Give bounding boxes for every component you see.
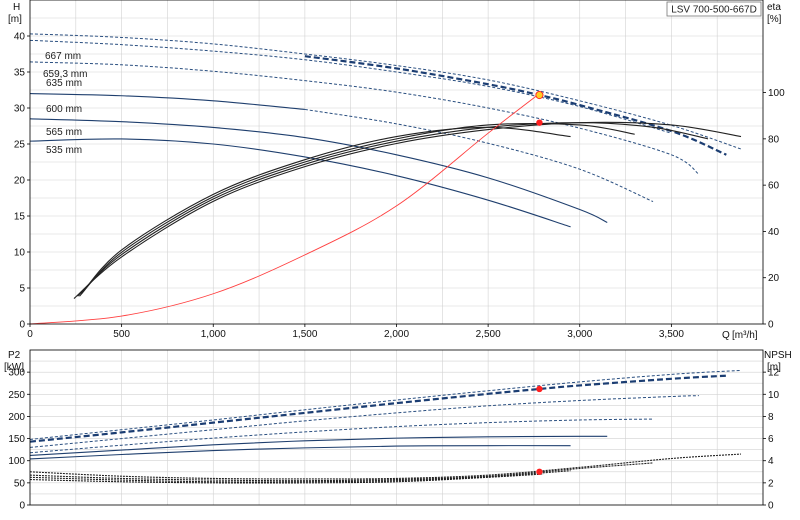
x-tick-label: 3,500 [659,329,684,340]
head-curve-solid-part [29,93,305,110]
curve-label-535: 535 mm [46,145,82,156]
x-tick-label: 0 [27,329,33,340]
npsh-curve [29,462,654,482]
power-curve [29,435,608,456]
x-tick-label: 500 [113,329,130,340]
head-tick-label: 10 [14,248,26,259]
power-tick-label: 200 [8,412,25,423]
eta-tick-label: 40 [768,227,780,238]
x-tick-label: 2,500 [476,329,501,340]
bottom-panel-frame [29,349,764,506]
top-panel-ticks: 0 500 1,000 1,500 2,000 2,500 3,000 3,500 0 5 10 15… [14,32,785,341]
head-axis-title: H [13,2,20,13]
head-curve-dashed-part [304,108,654,203]
npsh-tick-label: 0 [768,501,774,512]
power-tick-label: 250 [8,390,25,401]
eta-axis-title: eta [767,2,781,13]
power-tick-label: 150 [8,434,25,445]
x-tick-label: 1,000 [201,329,226,340]
npsh-point-marker [536,468,543,475]
head-tick-label: 20 [14,176,26,187]
eta-tick-label: 100 [768,88,785,99]
bottom-panel-curves [29,369,742,484]
eta-tick-label: 60 [768,181,780,192]
power-curve [29,445,571,460]
head-tick-label: 5 [19,284,25,295]
power-point-marker [536,385,543,393]
head-curve [29,39,672,134]
power-tick-label: 50 [14,478,26,489]
power-tick-label: 0 [19,501,25,512]
flow-axis-title: Q [722,330,730,341]
npsh-tick-label: 2 [768,478,774,489]
model-label: LSV 700-500-667D [671,5,757,16]
bottom-plot-frame [29,349,764,506]
top-panel-curves [29,33,742,325]
head-tick-label: 30 [14,104,26,115]
curve-label-635: 635 mm [46,78,82,89]
head-curve [29,33,742,150]
npsh-tick-label: 6 [768,434,774,445]
eta-tick-label: 0 [768,320,774,331]
curve-label-659: 659,3 mm [43,69,87,80]
flow-axis-unit: [m³/h] [732,330,758,341]
head-curve [29,138,571,228]
x-tick-label: 1,500 [292,329,317,340]
npsh-tick-label: 4 [768,456,774,467]
top-panel-grid [29,0,764,325]
curve-label-565: 565 mm [46,127,82,138]
head-tick-label: 40 [14,32,26,43]
system-curve [29,93,540,325]
power-tick-label: 300 [8,368,25,379]
npsh-axis-title: NPSH [764,350,792,361]
head-axis-unit: [m] [8,14,22,25]
x-tick-label: 3,000 [567,329,592,340]
head-curve [29,118,608,223]
power-axis-title: P2 [8,350,21,361]
model-label-box [666,1,762,17]
npsh-tick-label: 8 [768,412,774,423]
bottom-panel-ticks: 0 50 100 150 200 250 300 0 2 4 6 8 10 12 [8,368,779,512]
head-tick-label: 35 [14,68,26,79]
eta-tick-label: 20 [768,273,780,284]
operating-point-marker [535,90,544,100]
x-tick-label: 2,000 [384,329,409,340]
efficiency-curve [77,122,709,297]
operating-point-markers [535,90,544,475]
efficiency-curve [79,122,635,297]
power-curve [29,418,654,454]
npsh-tick-label: 12 [768,368,780,379]
head-tick-label: 0 [19,320,25,331]
power-curve [29,369,742,440]
npsh-curve [29,453,742,480]
power-axis-unit: [kW] [4,362,24,373]
npsh-curve [29,473,544,484]
npsh-tick-label: 10 [768,390,780,401]
efficiency-curve [80,126,571,295]
eta-tick-label: 80 [768,134,780,145]
head-curve [29,61,700,175]
npsh-curve [29,470,571,483]
eta-axis-unit: [%] [767,14,782,25]
efficiency-curve [73,121,742,299]
power-curve [29,395,699,448]
curve-label-667: 667 mm [45,51,81,62]
bottom-panel-grid [29,349,764,506]
power-curve [29,374,727,443]
head-tick-label: 15 [14,212,26,223]
curve-label-600: 600 mm [46,104,82,115]
efficiency-point-marker [536,119,543,126]
npsh-axis-unit: [m] [767,362,781,373]
power-tick-label: 100 [8,456,25,467]
head-tick-label: 25 [14,140,26,151]
head-curve [304,55,727,156]
